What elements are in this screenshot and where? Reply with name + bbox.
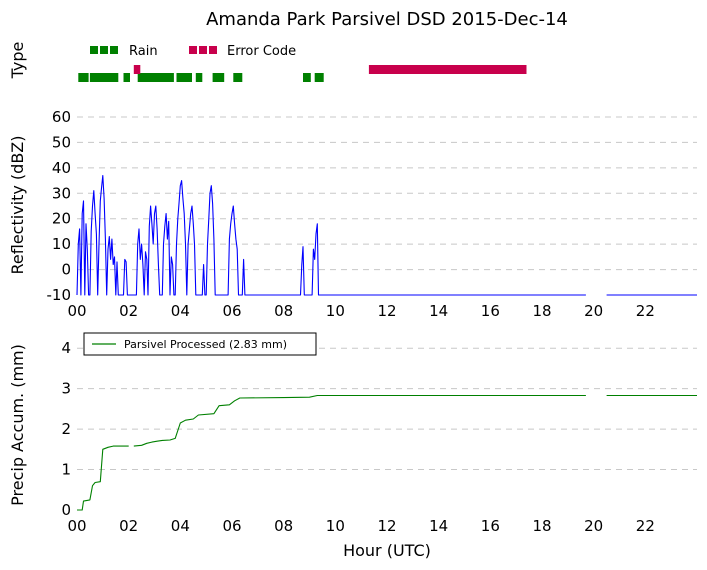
y-tick-label: 4: [61, 339, 71, 357]
rain-interval-1: [89, 73, 119, 82]
x-tick-label: 06: [222, 302, 241, 320]
type-panel: Type Rain Error Code: [8, 42, 527, 82]
y-tick-label: 10: [52, 235, 71, 253]
x-tick-label: 00: [67, 302, 86, 320]
precip-line: [77, 394, 697, 511]
x-tick-label: 02: [119, 302, 138, 320]
precip-legend-label: Parsivel Processed (2.83 mm): [124, 338, 287, 351]
reflectivity-x-ticks: 00 02 04 06 08 10 12 14 16 18 20 22: [67, 302, 654, 320]
rain-interval-4: [176, 73, 192, 82]
x-tick-label: 02: [119, 517, 138, 535]
y-tick-label: 0: [61, 261, 71, 279]
series-line-segment-0: [77, 445, 129, 511]
x-tick-label: 12: [377, 517, 396, 535]
x-tick-label: 20: [584, 517, 603, 535]
precip-x-ticks: 00 02 04 06 08 10 12 14 16 18 20 22: [67, 517, 654, 535]
x-tick-label: 16: [481, 517, 500, 535]
precip-legend-box: [83, 332, 317, 356]
x-tick-label: 08: [274, 517, 293, 535]
rain-interval-9: [314, 73, 324, 82]
reflectivity-line: [76, 174, 697, 296]
reflectivity-y-ticks: -10 0 10 20 30 40 50 60: [47, 108, 72, 304]
error-code-interval-0: [133, 65, 141, 74]
error-code-interval-1: [368, 65, 527, 74]
precip-grid: [77, 347, 697, 471]
x-tick-label: 06: [222, 517, 241, 535]
legend-swatch-error-code: [189, 46, 217, 54]
x-tick-label: 14: [429, 302, 448, 320]
y-tick-label: -10: [47, 286, 72, 304]
y-tick-label: 1: [61, 461, 71, 479]
legend-swatch-rain: [90, 46, 118, 54]
x-tick-label: 22: [636, 517, 655, 535]
y-tick-label: 50: [52, 133, 71, 151]
x-tick-label: 10: [326, 302, 345, 320]
x-tick-label: 14: [429, 517, 448, 535]
y-tick-label: 2: [61, 420, 71, 438]
x-tick-label: 04: [171, 517, 190, 535]
rain-interval-0: [78, 73, 89, 82]
type-legend: Rain Error Code: [90, 44, 296, 59]
legend-label-rain: Rain: [129, 44, 158, 59]
x-tick-label: 18: [532, 517, 551, 535]
x-tick-label: 16: [481, 302, 500, 320]
y-tick-label: 60: [52, 108, 71, 126]
rain-interval-7: [233, 73, 243, 82]
x-tick-label: 10: [326, 517, 345, 535]
series-line-segment-1: [133, 394, 586, 447]
precip-axis-label: Precip Accum. (mm): [8, 344, 27, 506]
x-tick-label: 18: [532, 302, 551, 320]
rain-interval-3: [137, 73, 174, 82]
precip-x-axis-label: Hour (UTC): [343, 541, 431, 560]
reflectivity-panel: Reflectivity (dBZ) -10 0 10 20 30 40 50 60 00 02…: [8, 108, 697, 320]
type-axis-label: Type: [8, 42, 27, 80]
x-tick-label: 12: [377, 302, 396, 320]
y-tick-label: 0: [61, 501, 71, 519]
reflectivity-axis-label: Reflectivity (dBZ): [8, 136, 27, 275]
x-tick-label: 04: [171, 302, 190, 320]
figure-title: Amanda Park Parsivel DSD 2015-Dec-14: [206, 9, 568, 30]
precip-legend: Parsivel Processed (2.83 mm): [83, 332, 317, 356]
series-line-segment-0: [76, 174, 586, 296]
legend-label-error-code: Error Code: [227, 44, 296, 59]
rain-interval-6: [212, 73, 225, 82]
y-tick-label: 3: [61, 380, 71, 398]
x-tick-label: 20: [584, 302, 603, 320]
y-tick-label: 30: [52, 184, 71, 202]
y-tick-label: 40: [52, 159, 71, 177]
rain-interval-2: [123, 73, 130, 82]
x-tick-label: 08: [274, 302, 293, 320]
rain-interval-8: [303, 73, 311, 82]
y-tick-label: 20: [52, 210, 71, 228]
precip-y-ticks: 0 1 2 3 4: [61, 339, 71, 519]
rain-interval-5: [195, 73, 203, 82]
x-tick-label: 22: [636, 302, 655, 320]
reflectivity-grid: [77, 116, 697, 271]
type-bars: [78, 65, 527, 82]
x-tick-label: 00: [67, 517, 86, 535]
